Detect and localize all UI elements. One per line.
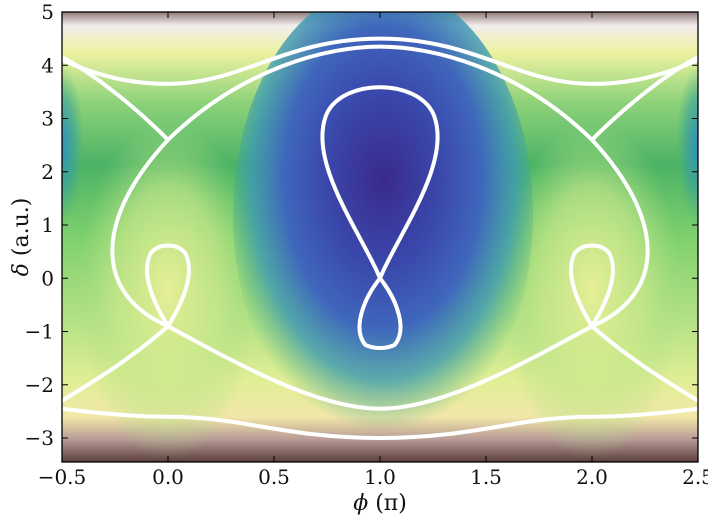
- right-edge-blue-region: [676, 65, 698, 225]
- x-tick-label: −0.5: [38, 465, 87, 489]
- y-tick-label: 0: [41, 266, 54, 290]
- x-tick-label: 1.5: [470, 465, 502, 489]
- x-tick-label: 0.0: [152, 465, 184, 489]
- contour-side-teardrop-left: [145, 243, 191, 329]
- central-blue-well: [233, 12, 533, 445]
- contour-top-arc: [62, 36, 698, 86]
- contour-figure-eight-upper-lobe: [320, 85, 440, 281]
- x-axis: −0.5 0.0 0.5 1.0 1.5 2.0 2.5: [38, 12, 708, 489]
- contour-bottom-arc: [62, 406, 698, 440]
- contour-separatrix-left-enter: [62, 324, 170, 403]
- contour-figure-eight-lower-lobe: [357, 276, 403, 351]
- heatmap: [62, 12, 698, 462]
- x-tick-label: 2.0: [576, 465, 608, 489]
- y-tick-label: 2: [41, 160, 54, 184]
- x-tick-label: 2.5: [682, 465, 708, 489]
- y-axis: −3 −2 −1 0 1 2 3 4 5: [25, 0, 698, 450]
- x-tick-label: 1.0: [364, 465, 396, 489]
- y-tick-label: 1: [41, 213, 54, 237]
- x-tick-label: 0.5: [258, 465, 290, 489]
- contour-lines: [62, 36, 698, 440]
- left-yellow-region: [78, 120, 258, 460]
- left-edge-blue-region: [62, 65, 84, 225]
- contour-side-teardrop-right: [569, 243, 615, 329]
- y-tick-label: −2: [25, 373, 54, 397]
- contour-separatrix-right-enter: [590, 324, 698, 403]
- x-axis-label: ϕ (π): [353, 491, 407, 516]
- y-tick-label: 5: [41, 0, 54, 24]
- y-tick-label: 3: [41, 107, 54, 131]
- y-tick-label: −1: [25, 320, 54, 344]
- y-axis-label: δ (a.u.): [9, 198, 34, 277]
- y-tick-label: −3: [25, 426, 54, 450]
- y-tick-label: 4: [41, 53, 54, 77]
